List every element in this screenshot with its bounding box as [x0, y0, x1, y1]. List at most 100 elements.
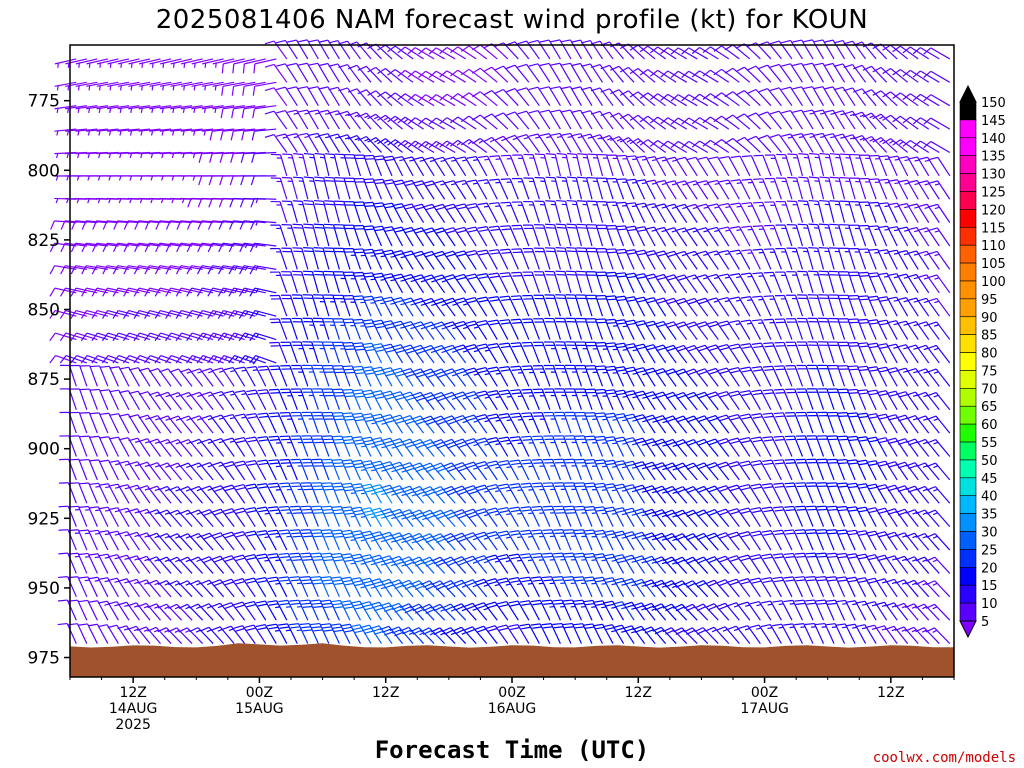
wind-barb-feather	[511, 295, 521, 298]
wind-barb	[291, 388, 309, 410]
wind-barb-feather	[59, 287, 66, 297]
wind-barb	[847, 388, 867, 410]
wind-barb-feather	[718, 202, 729, 207]
wind-barb	[176, 220, 203, 230]
wind-barb	[837, 365, 856, 387]
wind-barb-half-feather	[883, 275, 889, 278]
wind-barb-shaft	[732, 137, 751, 153]
wind-barb-feather	[741, 155, 752, 158]
wind-barb-feather	[238, 310, 245, 319]
wind-barb-half-feather	[255, 198, 259, 204]
wind-barb-feather	[625, 272, 635, 276]
wind-barb-half-feather	[98, 108, 101, 114]
wind-barb-shaft	[704, 321, 719, 340]
wind-barb-feather	[676, 324, 687, 329]
wind-barb-feather	[80, 355, 88, 364]
wind-barb-feather	[287, 133, 297, 137]
wind-barb-shaft	[837, 318, 846, 340]
wind-barb	[212, 81, 235, 91]
wind-barb-shaft	[926, 203, 940, 223]
wind-barb-shaft	[688, 117, 709, 130]
wind-barb-feather	[581, 63, 591, 67]
wind-barb-feather	[730, 346, 741, 350]
wind-barb-feather	[276, 63, 286, 67]
wind-barb	[752, 225, 772, 247]
wind-barb-feather	[719, 346, 730, 351]
wind-barb-feather	[101, 355, 109, 364]
wind-barb-feather	[221, 86, 224, 96]
wind-barb-feather	[707, 203, 718, 207]
wind-barb	[123, 265, 151, 275]
wind-barb-feather	[616, 392, 626, 396]
wind-barb-half-feather	[414, 142, 419, 147]
wind-barb-feather	[610, 65, 620, 71]
wind-barb	[60, 220, 87, 230]
wind-barb-feather	[729, 343, 739, 347]
wind-barb-feather	[808, 247, 818, 249]
wind-barb-feather	[751, 389, 761, 393]
wind-barb-shaft	[801, 63, 814, 83]
wind-barb-shaft	[201, 265, 224, 270]
wind-barb	[878, 155, 898, 177]
wind-barb	[534, 200, 551, 223]
wind-barb-shaft	[212, 242, 235, 247]
wind-barb	[155, 242, 182, 253]
wind-barb-shaft	[857, 318, 867, 340]
wind-barb-feather	[434, 371, 445, 376]
wind-barb-shaft	[585, 248, 593, 270]
wind-barb	[898, 156, 919, 177]
wind-barb	[407, 70, 435, 83]
wind-barb	[806, 388, 825, 410]
wind-barb-shaft	[896, 296, 909, 317]
wind-barb-shaft	[295, 63, 309, 83]
wind-barb	[70, 388, 88, 410]
wind-barb-feather	[566, 247, 576, 249]
wind-barb-feather	[581, 86, 591, 91]
wind-barb	[649, 116, 677, 130]
wind-barb	[696, 227, 719, 247]
wind-barb-feather	[512, 298, 522, 301]
wind-barb-feather	[740, 319, 751, 323]
wind-barb-shaft	[243, 220, 266, 224]
wind-barb-shaft	[705, 227, 719, 247]
wind-barb-half-feather	[636, 140, 642, 144]
wind-barb	[596, 224, 614, 247]
wind-barb-feather	[269, 365, 279, 368]
wind-barb-shaft	[333, 201, 340, 223]
wind-barb-half-feather	[234, 333, 239, 339]
wind-barb-shaft	[138, 287, 161, 294]
wind-barb-shaft	[896, 249, 909, 270]
wind-barb-shaft	[192, 354, 214, 364]
wind-barb-shaft	[317, 109, 330, 130]
wind-barb-shaft	[710, 69, 730, 83]
wind-barb	[600, 88, 625, 107]
wind-barb-feather	[752, 295, 762, 298]
wind-barb-feather	[483, 90, 493, 96]
wind-barb-shaft	[353, 201, 362, 223]
wind-barb	[128, 81, 151, 91]
wind-barb-feather	[676, 394, 686, 400]
wind-barb-half-feather	[430, 326, 436, 330]
wind-barb-shaft	[762, 178, 772, 200]
wind-barb-feather	[534, 176, 545, 179]
wind-barb-half-feather	[182, 153, 185, 159]
wind-barb-feather	[169, 391, 179, 397]
wind-barb	[387, 139, 414, 153]
wind-barb-feather	[467, 229, 478, 233]
wind-barb	[454, 320, 477, 340]
wind-barb	[897, 179, 919, 200]
wind-barb-shaft	[609, 135, 625, 153]
wind-barb-half-feather	[183, 85, 186, 91]
wind-barb-shaft	[633, 366, 646, 387]
wind-barb	[758, 88, 782, 107]
wind-barb	[149, 58, 172, 68]
wind-barb	[740, 366, 761, 387]
wind-barb	[377, 91, 403, 107]
wind-barb-feather	[361, 389, 372, 393]
wind-barb	[144, 265, 172, 275]
wind-barb-shaft	[485, 320, 498, 340]
wind-barb-shaft	[790, 63, 803, 83]
wind-barb	[877, 272, 898, 294]
wind-barb-half-feather	[894, 158, 900, 161]
wind-barb-shaft	[553, 294, 561, 317]
